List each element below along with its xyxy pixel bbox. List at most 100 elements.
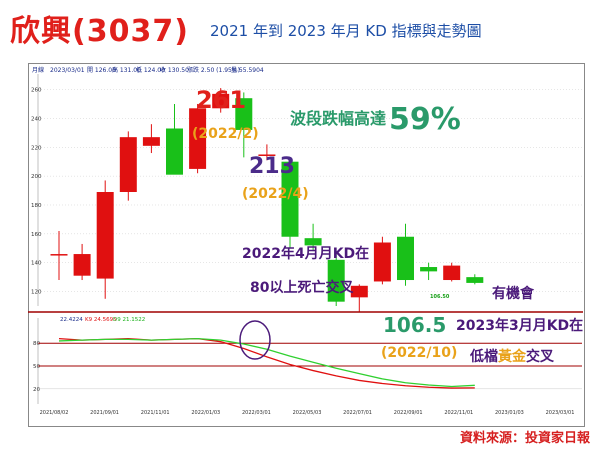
candle — [73, 243, 91, 281]
page-title: 欣興(3037) — [10, 14, 189, 49]
kd-series-k9 — [58, 337, 475, 389]
candle — [189, 103, 207, 174]
golden-cross-suffix: 交叉 — [526, 348, 555, 365]
kd-grid: 20 50 80 — [33, 318, 582, 404]
candle-body — [50, 254, 68, 256]
kd-bar: 22.4224 K9 24.5695 D9 21.1522 — [60, 317, 145, 323]
x-tick-label: 2021/11/01 — [141, 410, 170, 416]
kd-extra: 22.4224 — [60, 317, 83, 323]
death-cross-line1: 2022年4月月KD在 — [242, 245, 369, 262]
candle — [258, 144, 276, 161]
price-tick-label: 240 — [31, 116, 42, 122]
candle-body — [281, 161, 299, 237]
candle-body — [212, 93, 230, 109]
price-tick-label: 220 — [31, 145, 42, 151]
price-tick-label: 120 — [31, 290, 42, 296]
x-tick-label: 2022/09/01 — [394, 410, 423, 416]
candle — [466, 274, 484, 285]
info-bar: 月線 2023/03/01 開 126.00 高 131.00 低 124.00… — [32, 66, 264, 74]
low-small-label: 106.50 — [430, 294, 450, 300]
candle — [166, 103, 183, 175]
golden-cross-prefix: 低檔 — [469, 348, 498, 365]
candle — [443, 262, 461, 282]
x-tick-label: 2022/01/03 — [191, 410, 220, 416]
golden-cross-highlight: 黃金 — [497, 348, 527, 365]
candle-body — [327, 259, 345, 302]
kd-lines — [58, 337, 475, 389]
source-note: 資料來源：投資家日報 — [459, 431, 590, 446]
info-close: 收 130.50 — [160, 66, 189, 74]
drop-text: 波段跌幅高達 — [290, 109, 386, 128]
candle — [327, 251, 345, 306]
death-cross-circle — [239, 320, 271, 360]
candle — [373, 236, 391, 285]
golden-cross-line2: 低檔黃金交叉 — [469, 348, 555, 365]
candle — [235, 92, 253, 158]
candle-body — [350, 285, 368, 298]
candles — [50, 88, 484, 312]
candle — [420, 262, 438, 281]
candle — [142, 124, 160, 154]
price-tick-label: 260 — [31, 88, 42, 94]
candle-body — [304, 238, 322, 246]
x-tick-label: 2022/07/01 — [343, 410, 372, 416]
kd-tick-label: 50 — [33, 364, 40, 370]
price-tick-label: 180 — [31, 203, 42, 209]
candle-body — [258, 154, 276, 156]
price-tick-label: 140 — [31, 261, 42, 267]
opportunity-text: 有機會 — [492, 285, 535, 302]
second-value: 213 — [249, 154, 295, 179]
x-tick-label: 2023/03/01 — [546, 410, 575, 416]
info-low: 低 124.00 — [136, 66, 165, 74]
x-tick-label: 2022/11/01 — [444, 410, 473, 416]
candle-body — [397, 236, 414, 281]
candle-body — [189, 108, 207, 169]
x-tick-label: 2021/09/01 — [90, 410, 119, 416]
candle — [96, 180, 114, 299]
kd-series-d9 — [58, 337, 475, 388]
candle-body — [73, 254, 91, 276]
x-tick-labels: 2021/08/02 2021/09/01 2021/11/01 2022/01/03… — [40, 410, 575, 416]
candle-body — [235, 98, 253, 130]
candle-body — [420, 267, 438, 272]
candle — [50, 230, 68, 281]
x-tick-label: 2021/08/02 — [40, 410, 69, 416]
low-date: (2022/10) — [381, 345, 457, 361]
high-date: (2022/2) — [192, 126, 259, 142]
info-volume: 量 55.5904 — [231, 67, 264, 74]
kd-tick-label: 80 — [33, 341, 40, 347]
candle-body — [96, 192, 114, 279]
candle — [304, 223, 322, 252]
golden-cross-line1: 2023年3月月KD在 — [456, 317, 583, 334]
annotations: 261 (2022/2) 波段跌幅高達 59% 213 (2022/4) 202… — [192, 86, 583, 365]
header: 欣興(3037) 2021 年到 2023 年月 KD 指標與走勢圖 — [0, 0, 600, 62]
x-tick-label: 2022/05/03 — [293, 410, 322, 416]
death-cross-line2: 80以上死亡交叉 — [250, 279, 354, 296]
info-date: 2023/03/01 — [50, 67, 85, 74]
x-tick-label: 2023/01/03 — [495, 410, 524, 416]
candle-body — [373, 242, 391, 282]
second-date: (2022/4) — [242, 186, 309, 202]
kd-k-label: K9 24.5695 — [85, 317, 117, 323]
candle-body — [443, 265, 461, 281]
price-grid: 120 140 160 180 200 220 240 260 — [31, 74, 582, 306]
candle-body — [142, 137, 160, 146]
candle-body — [166, 128, 183, 175]
kd-tick-label: 20 — [33, 387, 40, 393]
price-tick-label: 200 — [31, 174, 42, 180]
candle — [119, 131, 137, 201]
candle-body — [119, 137, 137, 192]
page-subtitle: 2021 年到 2023 年月 KD 指標與走勢圖 — [210, 22, 482, 40]
candle — [281, 158, 299, 249]
info-period: 月線 — [32, 66, 44, 74]
x-tick-label: 2022/03/01 — [242, 410, 271, 416]
candle — [350, 284, 368, 312]
info-open: 開 126.00 — [87, 67, 116, 74]
drop-percent: 59% — [389, 102, 461, 137]
candle — [397, 223, 414, 286]
candle-body — [466, 277, 484, 283]
high-value: 261 — [196, 86, 246, 114]
candle — [212, 88, 230, 113]
kd-d-label: D9 21.1522 — [113, 317, 145, 323]
